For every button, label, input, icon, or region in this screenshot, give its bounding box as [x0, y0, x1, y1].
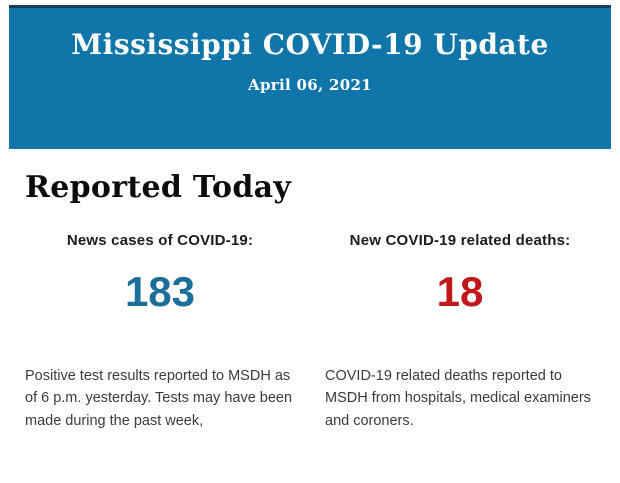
- new-deaths-value: 18: [436, 267, 484, 315]
- new-cases-value: 183: [124, 267, 196, 315]
- header-banner: Mississippi COVID-19 Update April 06, 20…: [9, 5, 611, 149]
- new-cases-description: Positive test results reported to MSDH a…: [25, 367, 293, 429]
- stat-new-cases: News cases of COVID-19: 183 Positive tes…: [25, 232, 295, 433]
- content-area: Reported Today News cases of COVID-19: 1…: [0, 170, 620, 433]
- section-heading: Reported Today: [25, 170, 292, 205]
- newsletter-date: April 06, 2021: [248, 76, 372, 95]
- new-deaths-description: COVID-19 related deaths reported to MSDH…: [325, 367, 591, 429]
- stat-new-deaths: New COVID-19 related deaths: 18 COVID-19…: [325, 232, 595, 433]
- newsletter-title: Mississippi COVID-19 Update: [71, 28, 549, 61]
- new-cases-label: News cases of COVID-19:: [66, 231, 254, 249]
- stats-grid: News cases of COVID-19: 183 Positive tes…: [25, 232, 595, 433]
- new-deaths-label: New COVID-19 related deaths:: [349, 231, 571, 249]
